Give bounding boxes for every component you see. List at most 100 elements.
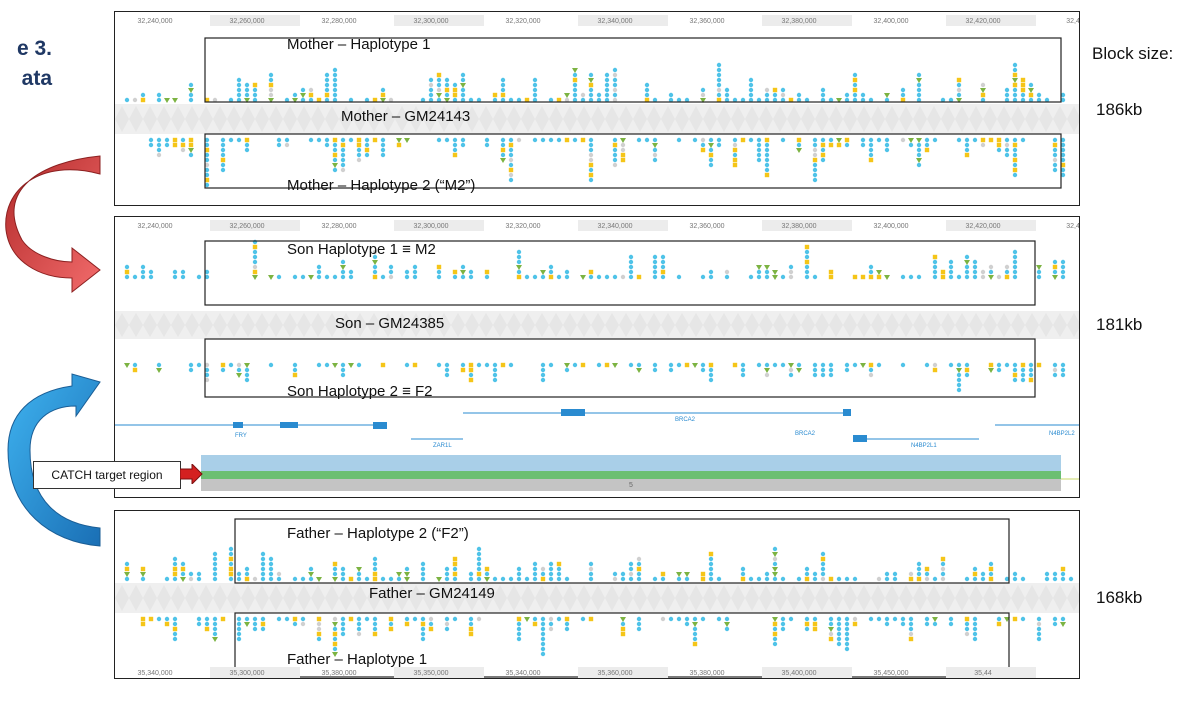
mother-hap1-variant [452,82,458,88]
band-pattern [297,106,311,132]
mother-hap1-variant [588,72,594,78]
mother-hap2-variant [676,137,682,143]
axis-tick-label: 32,280,000 [321,223,356,230]
axis-tick-label: 35,400,000 [781,670,816,677]
father-hap2-variant [972,566,978,572]
mother-hap2-variant [796,148,802,153]
mother-hap2-variant [540,137,546,143]
mother-hap1-variant [188,82,194,88]
father-hap2-variant [228,561,234,567]
father-hap2-variant [980,576,986,582]
band-pattern [521,313,535,337]
mother-hap1-variant [724,87,730,93]
father-hap2-variant [420,566,426,572]
mother-hap1-variant [244,87,250,93]
mother-hap2-variant [332,147,338,153]
mother-hap1-variant [436,77,442,83]
mother-hap1-variant [716,67,722,73]
mother-hap2-variant [612,162,618,168]
band-pattern [983,585,997,611]
father-hap2-variant [708,576,714,582]
father-hap1-variant [388,616,394,622]
band-pattern [451,585,465,611]
axis-tick-label: 35,340,000 [137,670,172,677]
band-pattern [549,106,563,132]
mother-hap2-variant [588,172,594,178]
mother-hap2-variant [1060,162,1066,168]
son-hap2-variant [988,362,994,368]
axis-band [578,667,668,678]
axis-band [946,15,1036,26]
father-track-svg: 35,340,000 35,300,000 35,380,000 35,350,000… [115,518,1079,678]
mother-hap1-variant [948,97,954,103]
father-hap1-variant [996,616,1002,622]
band-pattern [1039,106,1053,132]
son-hap2-variant [580,362,586,368]
father-hap2-variant [180,561,186,567]
mother-hap2-variant [868,137,874,143]
mother-hap1-variant [748,77,754,83]
axis-tick-label: 32,360,000 [689,223,724,230]
son-hap2-variant [492,362,498,368]
father-hap2-variant [236,576,242,582]
father-hap2-variant [164,576,170,582]
mother-hap1-variant [916,72,922,78]
son-hap1-variant [340,274,346,280]
mother-sample-label: Mother – GM24143 [341,108,471,125]
mother-hap2-variant [764,167,770,173]
father-hap1-variant [780,621,786,627]
son-hap1-variant [324,274,330,280]
mother-hap1-variant [1020,82,1026,88]
mother-hap1-variant [500,77,506,83]
band-pattern [409,313,423,337]
mother-hap2-variant [580,137,586,143]
son-hap1-variant [764,265,770,270]
band-pattern [563,313,577,337]
mother-hap2-variant [812,152,818,158]
axis-band [578,220,668,231]
son-hap1-variant [988,264,994,270]
son-hap1-variant [124,264,130,270]
father-hap1-variant [868,616,874,622]
father-hap1-variant [932,621,938,627]
band-pattern [283,106,297,132]
band-pattern [227,585,241,611]
father-hap1-variant [276,616,282,622]
band-pattern [899,106,913,132]
mother-hap1-variant [292,98,298,103]
mother-hap1-variant [164,98,170,103]
father-hap1-variant [556,616,562,622]
father-hap1-variant [972,616,978,622]
mother-hap1-variant [612,82,618,88]
father-hap1-variant [972,626,978,632]
mother-hap2-variant [332,163,338,168]
father-hap2-variant [708,561,714,567]
father-hap2-variant [820,566,826,572]
son-hap1-variant [452,274,458,280]
band-pattern [269,106,283,132]
mother-hap1-variant [868,97,874,103]
father-hap2-variant [988,561,994,567]
mother-hap1-variant [588,92,594,98]
band-pattern [605,585,619,611]
mother-hap1-variant [604,92,610,98]
son-hap1-variant [1052,269,1058,275]
gene-exon [280,422,298,428]
mother-hap1-variant [332,67,338,73]
father-hap1-variant [884,616,890,622]
father-hap1-variant [1036,616,1042,622]
band-pattern [493,313,507,337]
mother-hap1-variant [1036,92,1042,98]
father-hap2-variant [228,551,234,557]
father-hap2-variant [660,571,666,577]
son-hap1-variant [308,275,314,280]
father-hap2-variant [124,572,130,577]
father-hap1-variant [876,616,882,622]
mother-hap2-variant [764,172,770,178]
father-hap1-variant [588,616,594,622]
father-hap1-variant [836,626,842,632]
father-hap2-variant [1044,576,1050,582]
mother-hap1-variant [252,87,258,93]
father-hap2-variant [636,556,642,562]
mother-hap2-variant [356,152,362,158]
